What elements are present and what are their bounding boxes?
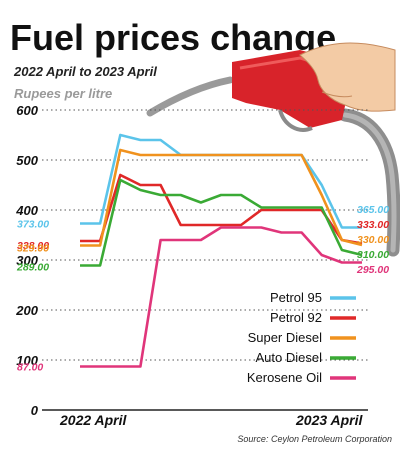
chart-subtitle: 2022 April to 2023 April [13,64,157,79]
legend: Petrol 95 Petrol 92 Super Diesel Auto Diese… [247,290,356,385]
end-label-kerosene-oil: 295.00 [356,264,389,276]
start-label-petrol-92: 338.00 [17,240,49,252]
y-tick-label: 600 [16,103,38,118]
y-tick-labels: 0 100 200 300 400 500 600 [15,103,38,418]
series-lines [80,133,363,368]
y-tick-label: 500 [16,153,38,168]
gridlines [42,109,368,411]
source-note: Source: Ceylon Petroleum Corporation [237,434,392,444]
start-label-petrol-95: 373.00 [17,219,49,231]
legend-label: Petrol 95 [270,290,322,305]
end-label-petrol-92: 333.00 [357,219,389,231]
start-label-auto-diesel: 289.00 [16,262,49,274]
fuel-nozzle-illustration [146,42,400,257]
series-line-super-diesel [80,148,363,247]
legend-label: Kerosene Oil [247,370,322,385]
x-axis-label-end: 2023 April [295,412,364,428]
legend-label: Petrol 92 [270,310,322,325]
y-tick-label: 400 [15,203,38,218]
chart-title: Fuel prices change [10,17,336,58]
end-label-auto-diesel: 310.00 [357,249,389,261]
start-label-kerosene-oil: 87.00 [17,362,43,374]
start-label-super-diesel: 329.00 [17,243,49,255]
y-axis-unit-label: Rupees per litre [14,86,112,101]
series-line-auto-diesel [80,178,363,267]
legend-label: Super Diesel [248,330,323,345]
series-line-kerosene-oil [80,226,362,368]
x-axis-label-start: 2022 April [59,412,128,428]
y-tick-label: 100 [16,353,38,368]
y-tick-label: 0 [31,403,39,418]
y-tick-label: 200 [15,303,38,318]
end-value-labels: 365.00 333.00 330.00 310.00 295.00 [356,204,389,276]
y-tick-label: 300 [16,253,38,268]
end-label-super-diesel: 330.00 [357,234,389,246]
series-line-petrol-92 [80,173,363,245]
legend-label: Auto Diesel [256,350,323,365]
end-label-petrol-95: 365.00 [357,204,389,216]
